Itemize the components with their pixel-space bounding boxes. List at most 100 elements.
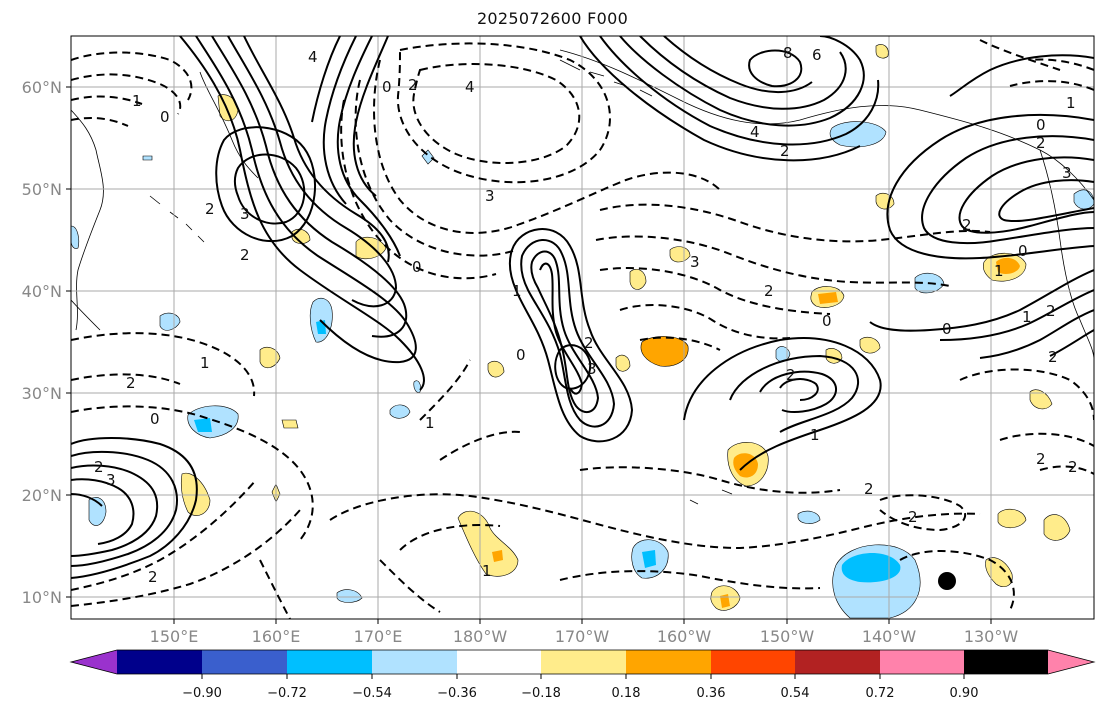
contour-label: 0 [516,346,526,364]
contour-label: 2 [908,508,918,526]
contour-label: 2 [764,282,774,300]
neg-patch-core [642,550,656,568]
contour-label: 4 [465,78,475,96]
contour-label: 2 [126,374,136,392]
lat-label: 40°N [22,282,62,301]
contour-label: 3 [1062,164,1072,182]
contour-label: 2 [864,480,874,498]
pos-patch [281,419,299,429]
contour-label: 8 [783,44,793,62]
contour-label: 1 [810,426,820,444]
lat-labels: 60°N 50°N 40°N 30°N 20°N 10°N [22,78,62,607]
contour-label: 2 [584,334,594,352]
colorbar-segment [541,650,626,674]
contour-label: 2 [962,216,972,234]
contour-label: 1 [482,562,492,580]
lat-label: 10°N [22,588,62,607]
colorbar-min-extension [71,650,117,674]
colorbar-segment [964,650,1048,674]
lon-label: 160°W [657,627,712,646]
pos-patch-core [818,292,838,304]
colorbar: −0.90 −0.72 −0.54 −0.36 −0.18 0.18 0.36 … [69,649,1096,701]
lat-label: 50°N [22,180,62,199]
neg-patch [71,225,80,249]
pos-patch [875,44,889,59]
axis-ticks [66,86,992,624]
lon-label: 170°E [354,627,403,646]
colorbar-segment [795,650,880,674]
contour-label: 1 [200,354,210,372]
pos-patch [669,246,691,263]
contour-label: 0 [1018,242,1028,260]
coastline-alaska [559,49,1094,201]
pos-patch [1043,514,1071,541]
contour-labels: 1 0 2 3 4 0 2 4 8 6 4 2 0 3 2 1 0 2 3 2 … [94,44,1078,586]
colorbar-tick-label: 0.36 [697,686,726,701]
colorbar-tick-label: 0.18 [612,686,641,701]
lon-label: 160°E [252,627,301,646]
contour-label: 3 [240,205,250,223]
contour-label: 3 [587,360,597,378]
lon-label: 150°W [760,627,815,646]
contour-label: 0 [412,258,422,276]
location-marker [938,572,956,590]
colorbar-segment [202,650,287,674]
contour-label: 2 [1046,302,1056,320]
map-area: 1 0 2 3 4 0 2 4 8 6 4 2 0 3 2 1 0 2 3 2 … [71,36,1094,619]
dashed-contours [71,39,1094,619]
lon-labels: 150°E 160°E 170°E 180°W 170°W 160°W 150°… [150,627,1019,646]
neg-patch [336,589,363,603]
colorbar-segment [626,650,711,674]
pos-patch [259,346,281,369]
pos-patch [640,336,689,367]
colorbar-max-extension [1048,650,1094,674]
contour-label: 1 [994,262,1004,280]
coastline-kurils [149,195,205,243]
colorbar-tick-label: −0.36 [437,686,477,701]
contour-label: 0 [822,312,832,330]
neg-patch [1073,189,1094,210]
colorbar-tick-label: −0.18 [521,686,561,701]
colorbar-segment [287,650,372,674]
coastline-kamchatka [199,71,259,179]
pos-patch [1029,389,1053,410]
contour-label: 1 [1022,308,1032,326]
colorbar-outline [69,649,1096,675]
lon-label: 180°W [453,627,508,646]
colorbar-segment [117,650,202,674]
contour-label: 2 [148,568,158,586]
colorbar-segment [711,650,795,674]
colorbar-tick-label: −0.72 [267,686,307,701]
neg-patch [159,312,181,331]
neg-patch [389,404,411,419]
contour-label: 0 [382,78,392,96]
contour-label: 2 [205,200,215,218]
lat-label: 60°N [22,78,62,97]
pos-patch [997,508,1027,529]
neg-patch [413,380,421,393]
lon-label: 150°E [150,627,199,646]
colorbar-tick-label: 0.90 [950,686,979,701]
contour-label: 2 [780,142,790,160]
neg-patch-core [841,552,901,583]
contour-label: 0 [942,320,952,338]
contour-label: 2 [1068,458,1078,476]
pos-patch-core [492,550,503,562]
colorbar-segment [880,650,964,674]
coastline-japan [71,299,101,331]
contour-label: 1 [425,414,435,432]
neg-patch [829,121,887,148]
contour-label: 2 [1048,348,1058,366]
lat-label: 20°N [22,486,62,505]
colorbar-tick-label: −0.54 [352,686,392,701]
contour-label: 2 [786,366,796,384]
pos-patch [859,336,881,354]
pos-patch [615,354,631,372]
contour-label: 3 [485,187,495,205]
pos-patch [457,510,519,577]
lon-label: 140°W [862,627,917,646]
contour-label: 2 [408,76,418,94]
contour-label: 0 [1036,116,1046,134]
colorbar-segment [457,650,541,674]
